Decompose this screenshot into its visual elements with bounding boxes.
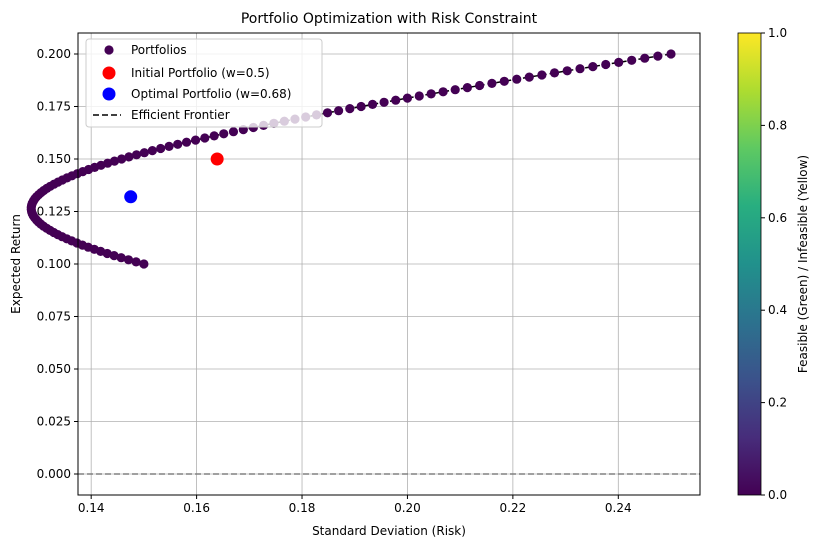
portfolio-point bbox=[219, 129, 229, 139]
legend-entry-efficient-frontier: Efficient Frontier bbox=[93, 108, 230, 122]
y-tick-label: 0.000 bbox=[37, 467, 71, 481]
x-tick-label: 0.16 bbox=[183, 501, 210, 515]
y-tick-label: 0.150 bbox=[37, 152, 71, 166]
x-tick-label: 0.24 bbox=[605, 501, 632, 515]
portfolio-point bbox=[537, 70, 547, 80]
legend-box bbox=[85, 38, 323, 128]
portfolio-point bbox=[512, 74, 522, 84]
portfolio-point bbox=[156, 143, 166, 154]
x-tick-label: 0.14 bbox=[78, 501, 105, 515]
portfolio-point bbox=[549, 68, 560, 78]
portfolio-point bbox=[228, 127, 239, 137]
portfolio-point bbox=[601, 59, 611, 70]
colorbar-tick-label: 0.4 bbox=[768, 303, 787, 317]
x-axis-label: Standard Deviation (Risk) bbox=[312, 524, 466, 538]
portfolio-point bbox=[139, 148, 149, 158]
x-tick-label: 0.18 bbox=[289, 501, 316, 515]
colorbar-label: Feasible (Green) / Infeasible (Yellow) bbox=[796, 155, 810, 373]
portfolio-point bbox=[131, 257, 141, 267]
legend-entry-initial-portfolio: Initial Portfolio (w=0.5) bbox=[102, 66, 270, 80]
portfolio-point bbox=[426, 89, 436, 99]
portfolio-point bbox=[173, 139, 183, 149]
portfolio-point bbox=[147, 146, 157, 156]
portfolio-point bbox=[117, 154, 127, 164]
portfolio-point bbox=[653, 51, 663, 61]
chart-title: Portfolio Optimization with Risk Constra… bbox=[241, 11, 538, 27]
portfolio-point bbox=[588, 62, 598, 72]
colorbar: 0.0 0.2 0.4 0.6 0.8 1.0 Feasible (Green) / In… bbox=[737, 26, 810, 502]
portfolio-point bbox=[123, 255, 134, 265]
legend: Portfolios Initial Portfolio (w=0.5) Optim… bbox=[85, 38, 323, 128]
portfolio-point bbox=[562, 66, 572, 76]
optimal-portfolio-point bbox=[124, 190, 138, 204]
portfolio-point bbox=[391, 95, 401, 105]
portfolio-point bbox=[356, 101, 366, 112]
portfolio-point bbox=[402, 93, 413, 103]
legend-entry-portfolios: Portfolios bbox=[104, 43, 187, 57]
colorbar-tick-label: 0.0 bbox=[768, 488, 787, 502]
highlighted-portfolios bbox=[124, 152, 224, 204]
portfolio-point bbox=[627, 55, 637, 65]
legend-marker bbox=[104, 45, 114, 55]
portfolio-point bbox=[450, 85, 460, 95]
y-axis-ticks: 0.000 0.025 0.050 0.075 0.100 0.125 0.150 0.175… bbox=[37, 47, 78, 481]
portfolio-point bbox=[367, 99, 378, 109]
y-tick-label: 0.050 bbox=[37, 362, 71, 376]
legend-label: Portfolios bbox=[131, 43, 187, 57]
legend-marker bbox=[102, 66, 116, 80]
colorbar-tick-label: 1.0 bbox=[768, 26, 787, 40]
plot-area: 0.14 0.16 0.18 0.20 0.22 0.24 0.000 0.025 0.050… bbox=[26, 32, 701, 515]
legend-label: Efficient Frontier bbox=[131, 108, 230, 122]
portfolio-point bbox=[487, 78, 497, 88]
y-tick-label: 0.175 bbox=[37, 100, 71, 114]
y-tick-label: 0.125 bbox=[37, 205, 71, 219]
x-tick-label: 0.20 bbox=[394, 501, 421, 515]
colorbar-ticks: 0.0 0.2 0.4 0.6 0.8 1.0 bbox=[761, 26, 787, 502]
portfolio-point bbox=[614, 57, 624, 67]
x-axis-ticks: 0.14 0.16 0.18 0.20 0.22 0.24 bbox=[78, 495, 632, 515]
y-tick-label: 0.200 bbox=[37, 47, 71, 61]
legend-label: Optimal Portfolio (w=0.68) bbox=[131, 87, 291, 101]
colorbar-gradient bbox=[737, 32, 762, 496]
portfolio-point bbox=[139, 259, 149, 269]
legend-label: Initial Portfolio (w=0.5) bbox=[131, 66, 270, 80]
legend-entry-optimal-portfolio: Optimal Portfolio (w=0.68) bbox=[102, 87, 291, 101]
colorbar-tick-label: 0.6 bbox=[768, 211, 787, 225]
portfolio-point bbox=[190, 135, 201, 145]
portfolio-point bbox=[475, 80, 485, 91]
portfolio-point bbox=[438, 87, 448, 97]
portfolio-point bbox=[109, 251, 119, 261]
portfolio-point bbox=[181, 137, 192, 147]
portfolio-point bbox=[124, 152, 134, 162]
portfolio-point bbox=[499, 76, 509, 86]
colorbar-tick-label: 0.8 bbox=[768, 118, 787, 132]
y-axis-label: Expected Return bbox=[9, 214, 23, 314]
portfolio-point bbox=[462, 83, 472, 93]
x-tick-label: 0.22 bbox=[500, 501, 527, 515]
legend-entries: Portfolios Initial Portfolio (w=0.5) Optim… bbox=[93, 43, 291, 122]
portfolio-point bbox=[334, 106, 344, 116]
y-tick-label: 0.075 bbox=[37, 310, 71, 324]
portfolio-point bbox=[379, 97, 389, 107]
portfolio-point bbox=[322, 108, 333, 118]
y-tick-label: 0.025 bbox=[37, 415, 71, 429]
portfolio-point bbox=[131, 150, 142, 160]
portfolio-point bbox=[164, 141, 174, 151]
colorbar-tick-label: 0.2 bbox=[768, 396, 787, 410]
portfolio-point bbox=[640, 53, 650, 63]
initial-portfolio-point bbox=[210, 152, 224, 166]
y-tick-label: 0.100 bbox=[37, 257, 71, 271]
portfolio-point bbox=[209, 131, 219, 141]
portfolio-point bbox=[524, 72, 534, 82]
portfolio-point bbox=[200, 133, 210, 143]
portfolio-point bbox=[666, 49, 676, 59]
portfolio-point bbox=[345, 104, 355, 114]
legend-marker bbox=[102, 87, 116, 101]
portfolio-point bbox=[575, 64, 585, 74]
portfolio-point bbox=[116, 253, 126, 263]
portfolio-point bbox=[414, 91, 424, 101]
